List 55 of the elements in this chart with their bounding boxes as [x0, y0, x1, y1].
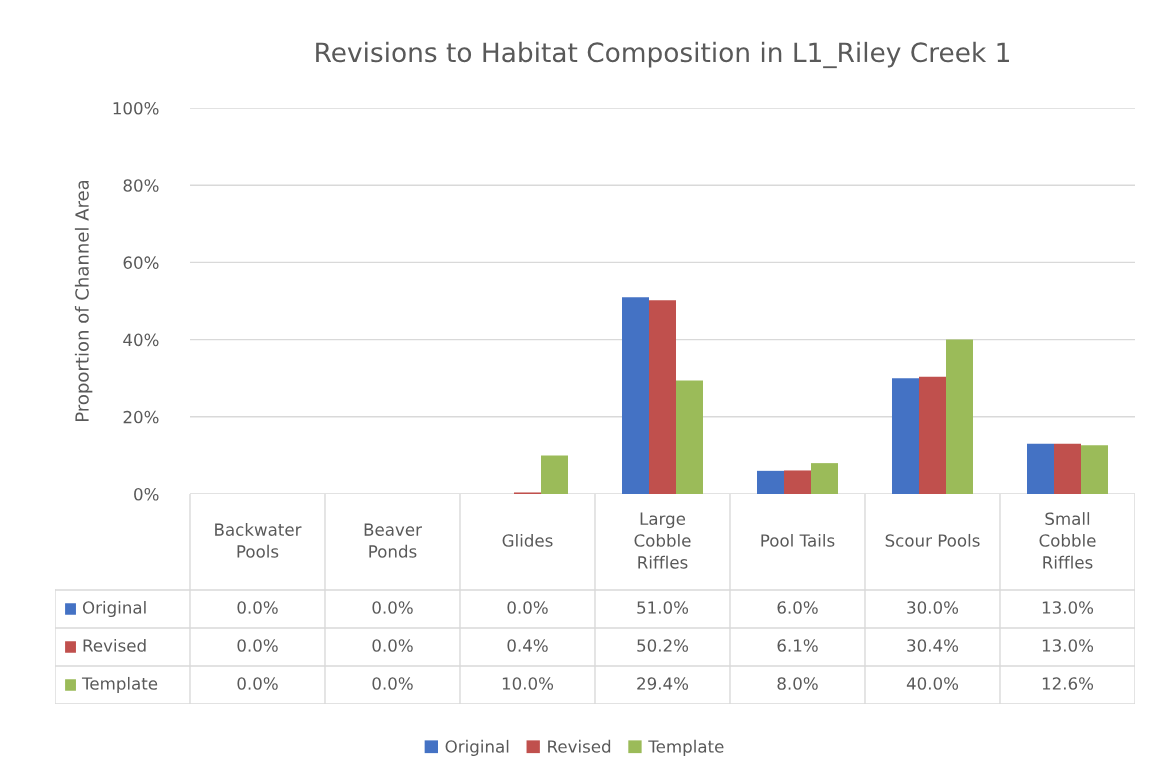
x-tick-label: Pool Tails: [761, 533, 835, 547]
text: Revised: [83, 638, 146, 652]
text: Template: [81, 676, 158, 694]
bar: [649, 300, 676, 494]
y-tick-label: 80%: [123, 179, 159, 192]
data-label: 6.1%: [777, 639, 818, 652]
legend-label: Template: [648, 739, 724, 756]
bar: [946, 339, 973, 494]
data-label: 0.0%: [372, 639, 413, 652]
x-tick-label: Scour Pools: [885, 533, 980, 547]
bar: [757, 470, 784, 494]
data-label: 51.0%: [637, 601, 689, 614]
data-label: 13.0%: [1042, 601, 1094, 614]
data-label: 0.0%: [237, 639, 278, 652]
data-label: 0.0%: [237, 677, 278, 690]
y-tick-label: 100%: [113, 101, 159, 115]
y-tick-label: 20%: [123, 410, 159, 424]
bar: [1081, 445, 1108, 494]
data-label: 0.0%: [507, 601, 548, 614]
data-label: 0.0%: [372, 677, 413, 690]
data-label: 8.0%: [777, 677, 818, 690]
data-label: 6.0%: [777, 601, 818, 614]
data-label: 30.0%: [907, 601, 959, 614]
data-label: 0.0%: [372, 601, 413, 614]
x-tick-label: Large Cobble Riffles: [634, 512, 691, 569]
x-tick-label: Small Cobble Riffles: [1039, 512, 1096, 569]
data-label: 40.0%: [906, 677, 959, 690]
data-label: 0.0%: [237, 601, 278, 614]
y-axis-title: Proportion of Channel Area: [74, 180, 93, 421]
y-tick-label: 60%: [123, 256, 159, 269]
data-label: 29.4%: [637, 677, 689, 690]
bar: [622, 297, 649, 494]
legend-label: Original: [445, 739, 509, 756]
bar: [811, 463, 838, 494]
bar: [892, 378, 919, 494]
data-label: 13.0%: [1042, 639, 1094, 652]
data-label: 12.6%: [1042, 677, 1094, 690]
x-tick-label: Glides: [502, 533, 553, 547]
x-tick-label: Backwater Pools: [215, 523, 302, 558]
data-label: 0.4%: [507, 639, 548, 652]
bar: [676, 380, 703, 494]
data-label: 10.0%: [502, 677, 554, 690]
text: Original: [82, 600, 146, 618]
data-label: 30.4%: [907, 639, 959, 652]
bar: [1027, 443, 1054, 494]
y-tick-label: 40%: [123, 333, 159, 347]
bar: [919, 376, 946, 494]
bar: [541, 455, 568, 494]
chart-title: Revisions to Habitat Composition in L1_Riley Creek 1: [316, 41, 1009, 69]
bar: [1054, 443, 1081, 494]
legend-label: Revised: [548, 739, 611, 753]
bar: [784, 470, 811, 494]
data-label: 50.2%: [637, 639, 689, 652]
x-tick-label: Beaver Ponds: [364, 523, 422, 558]
y-tick-label: 0%: [134, 487, 159, 501]
